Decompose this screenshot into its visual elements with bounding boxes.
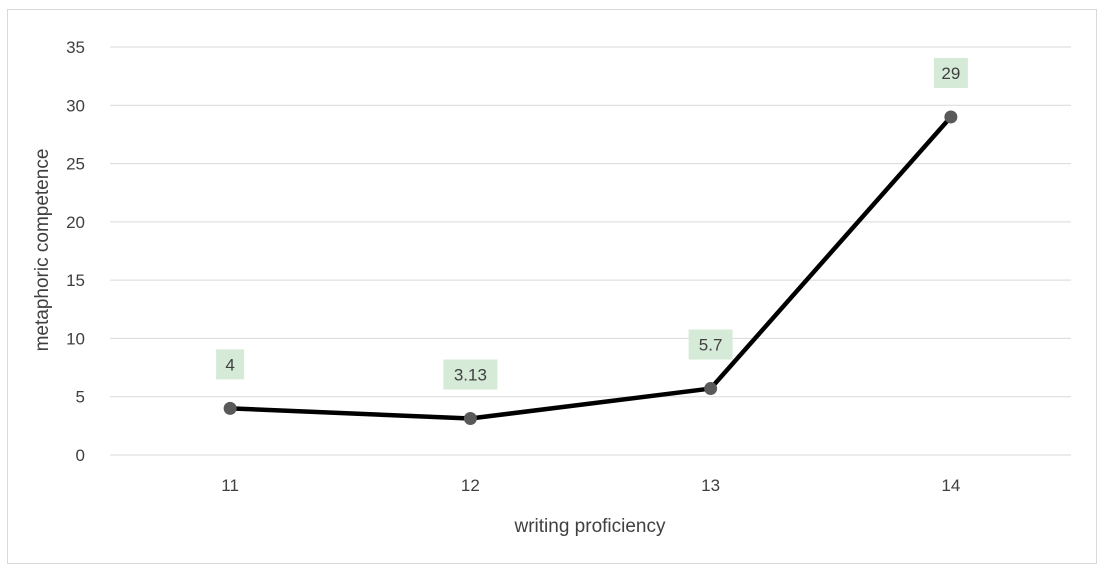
x-tick-label: 11 xyxy=(221,476,239,495)
x-tick-label: 14 xyxy=(941,476,960,495)
y-tick-label: 15 xyxy=(66,271,85,290)
chart-frame xyxy=(7,9,1097,564)
y-axis-title: metaphoric competence xyxy=(32,149,53,352)
data-label: 4 xyxy=(225,355,234,374)
x-axis-title: writing proficiency xyxy=(514,516,666,537)
data-point xyxy=(944,110,958,124)
y-tick-label: 5 xyxy=(76,388,85,407)
data-markers xyxy=(223,110,958,426)
data-point xyxy=(463,412,477,426)
data-label: 5.7 xyxy=(699,336,723,355)
y-tick-label: 25 xyxy=(66,155,85,174)
data-point xyxy=(223,401,237,415)
data-label: 29 xyxy=(941,64,960,83)
y-tick-label: 10 xyxy=(66,329,85,348)
y-tick-label: 0 xyxy=(76,446,85,465)
data-point xyxy=(704,382,718,396)
x-tick-label: 13 xyxy=(701,476,720,495)
series-line-path xyxy=(227,114,954,421)
data-label-background xyxy=(443,359,498,390)
y-tick-label: 20 xyxy=(66,213,85,232)
data-label-background xyxy=(216,349,245,380)
x-tick-label: 12 xyxy=(461,476,480,495)
data-labels: 4 3.13 5.7 29 xyxy=(216,57,968,390)
grid-lines xyxy=(110,46,1071,456)
data-label-background xyxy=(688,329,733,360)
series-line xyxy=(227,114,954,421)
x-axis-ticks: 11 12 13 14 xyxy=(221,476,960,495)
y-axis-ticks: 0 5 10 15 20 25 30 35 xyxy=(66,38,85,465)
data-label-background xyxy=(933,57,968,88)
y-tick-label: 30 xyxy=(66,96,85,115)
y-tick-label: 35 xyxy=(66,38,85,57)
data-label: 3.13 xyxy=(454,366,487,385)
